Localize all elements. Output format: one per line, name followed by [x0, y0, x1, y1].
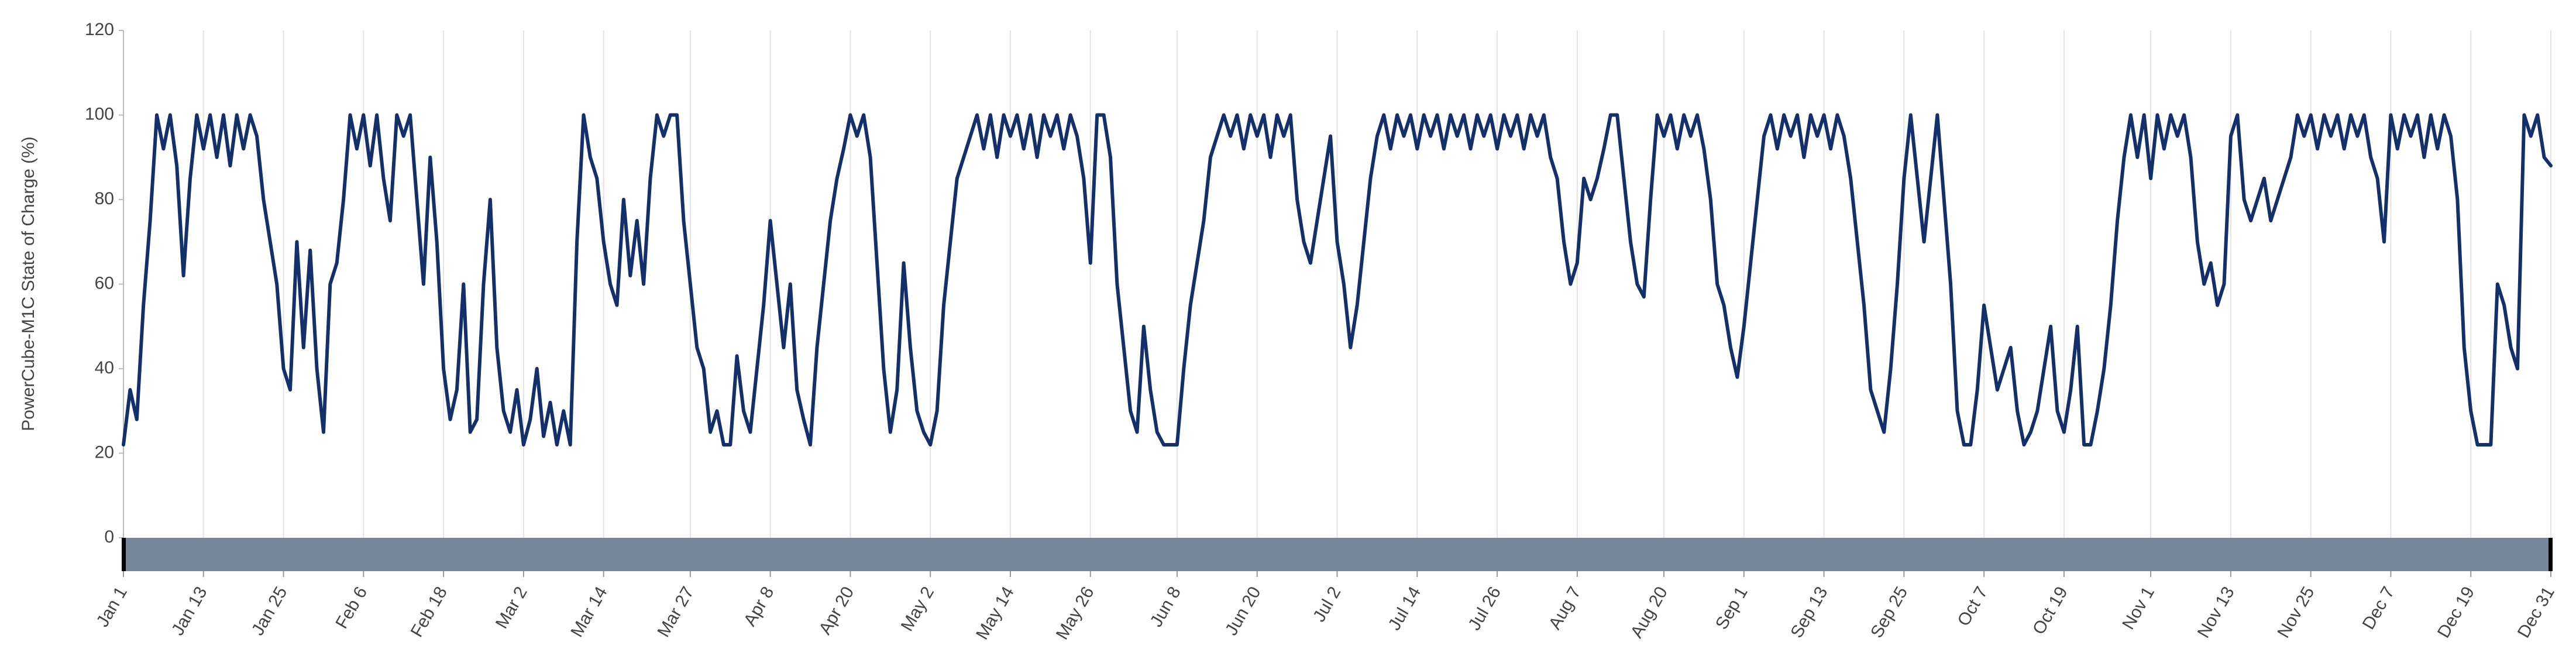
x-tick-label: Mar 27: [654, 583, 698, 640]
x-tick-label: Sep 1: [1712, 583, 1752, 633]
x-tick-label: Jul 2: [1309, 583, 1344, 625]
x-tick-label: May 26: [1053, 583, 1098, 643]
navigator-handle: [122, 538, 126, 571]
x-tick-label: Dec 7: [2359, 583, 2399, 633]
x-tick-label: Oct 7: [1954, 583, 1992, 630]
x-tick-label: Jul 26: [1464, 583, 1505, 634]
x-tick-label: Apr 8: [740, 583, 778, 630]
x-tick-label: Nov 1: [2118, 583, 2158, 633]
y-tick-label: 0: [104, 527, 114, 547]
x-tick-label: Nov 25: [2274, 583, 2318, 641]
y-tick-label: 100: [85, 104, 114, 123]
range-navigator: [123, 538, 2551, 571]
x-tick-label: Sep 25: [1867, 583, 1911, 641]
x-tick-label: Jul 14: [1385, 583, 1425, 634]
x-tick-label: Aug 7: [1545, 583, 1585, 633]
x-tick-label: Jun 20: [1222, 583, 1265, 639]
data-line: [122, 113, 2553, 447]
y-tick-label: 120: [85, 20, 114, 39]
y-tick-label: 60: [95, 273, 114, 293]
x-tick-label: Jan 13: [168, 583, 211, 639]
x-tick-label: Oct 19: [2029, 583, 2072, 638]
x-tick-label: Mar 14: [567, 583, 611, 640]
x-tick-label: Jan 1: [93, 583, 131, 630]
y-tick-label: 80: [95, 189, 114, 208]
x-tick-label: Nov 13: [2194, 583, 2238, 641]
x-tick-label: Apr 20: [816, 583, 858, 638]
x-tick-label: May 2: [897, 583, 938, 634]
y-tick-label: 40: [95, 358, 114, 377]
x-tick-label: Feb 6: [332, 583, 371, 632]
x-tick-label: Dec 19: [2434, 583, 2478, 641]
x-tick-label: Feb 18: [407, 583, 451, 640]
x-tick-label: Mar 2: [492, 583, 531, 632]
y-tick-label: 20: [95, 442, 114, 462]
y-axis-title: PowerCube-M1C State of Charge (%): [19, 136, 38, 431]
navigator-handle: [2549, 538, 2553, 571]
x-tick-label: May 14: [972, 583, 1018, 643]
x-tick-label: Sep 13: [1787, 583, 1831, 641]
x-tick-label: Jun 8: [1147, 583, 1185, 630]
x-tick-label: Dec 31: [2514, 583, 2558, 641]
x-tick-label: Jan 25: [248, 583, 291, 639]
x-tick-label: Aug 20: [1627, 583, 1672, 641]
